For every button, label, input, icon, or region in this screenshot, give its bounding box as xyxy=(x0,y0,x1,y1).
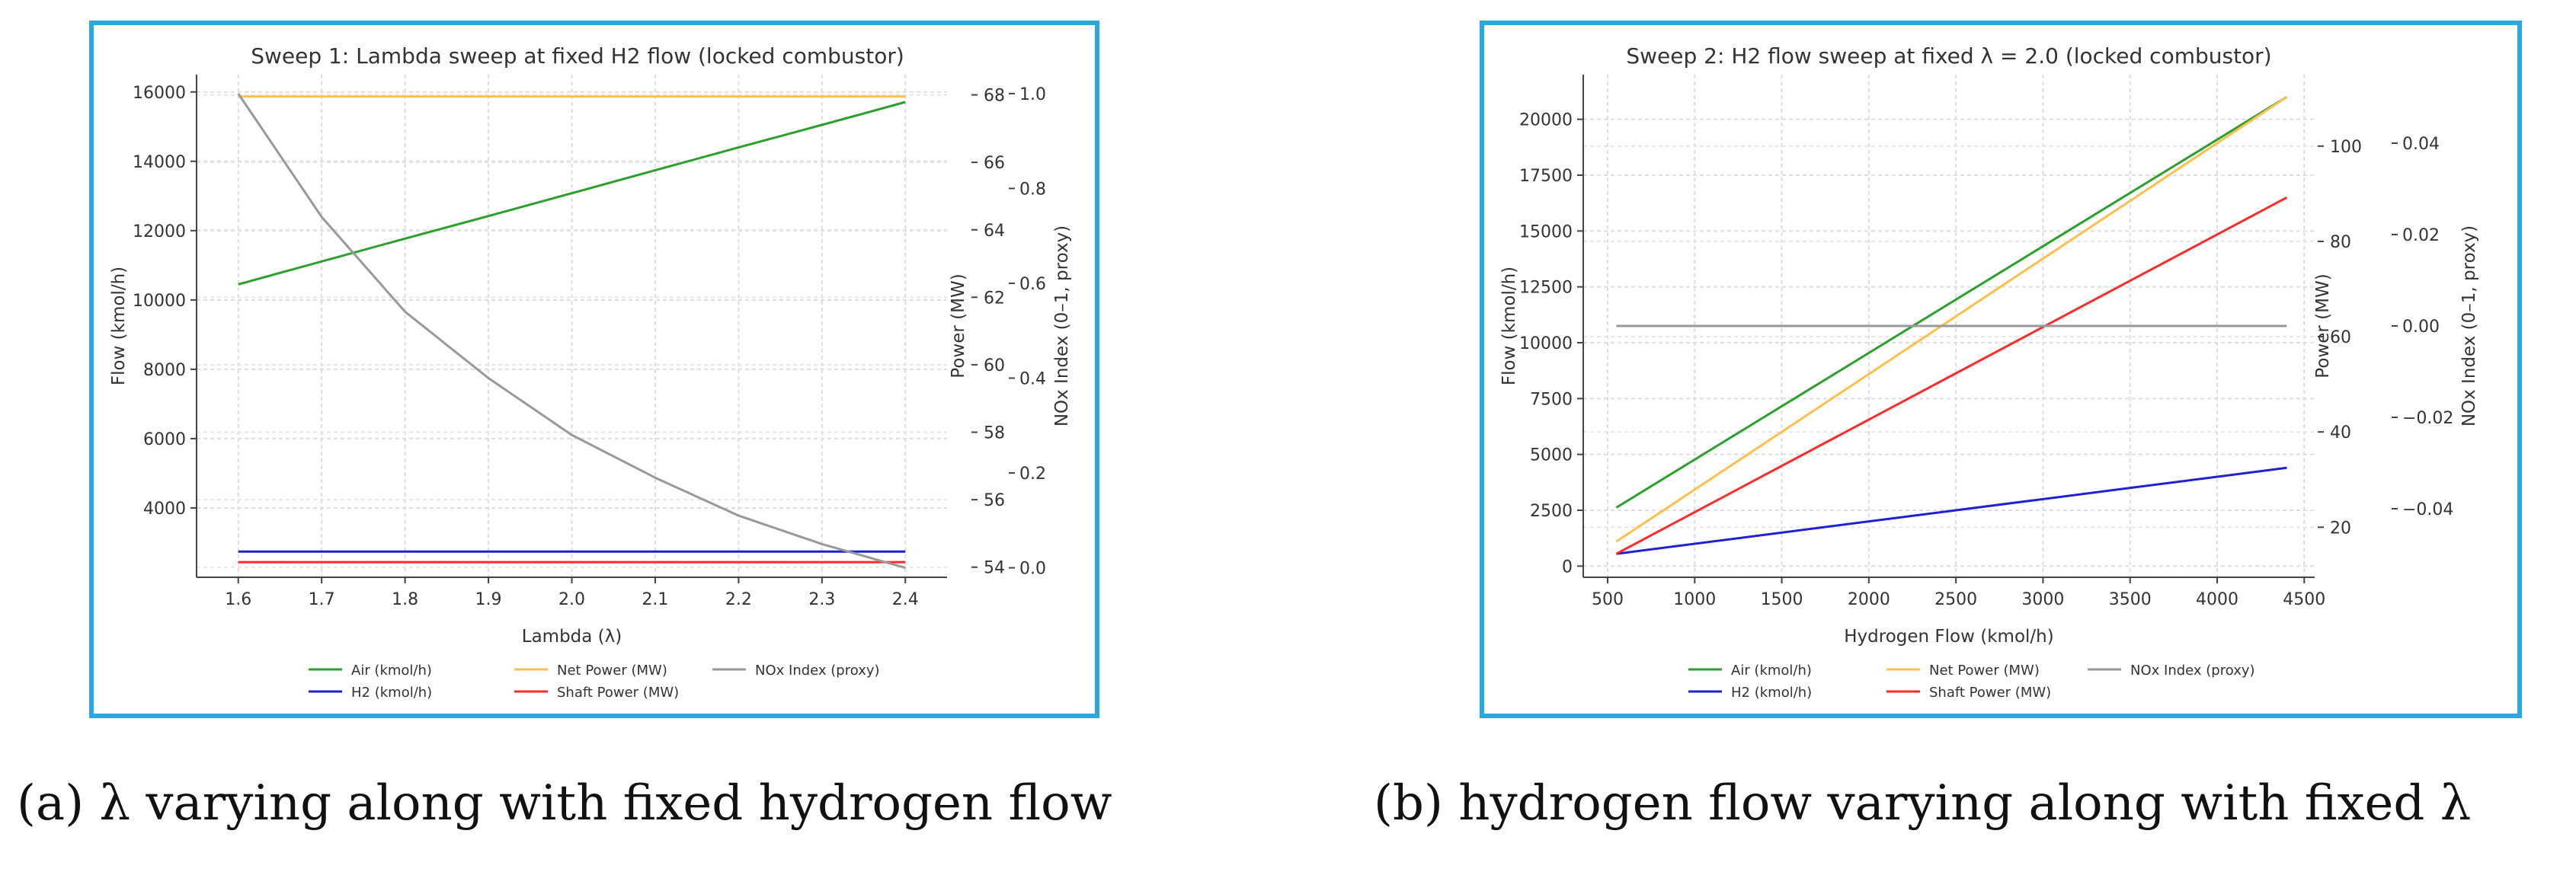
y2-tick-label: 64 xyxy=(984,222,1005,241)
y2-tick-label: 56 xyxy=(984,491,1005,510)
chart-b: 500 1000 1500 2000 2500 3000 3500 4000 4500 0 2500… xyxy=(1499,43,2479,701)
y-axis-label: Flow (kmol/h) xyxy=(109,267,129,385)
y3-tick-label: 0.6 xyxy=(1019,275,1046,294)
y2-tick-label: 100 xyxy=(2330,138,2362,157)
y-axis-label: Flow (kmol/h) xyxy=(1499,267,1519,385)
legend-label: NOx Index (proxy) xyxy=(2130,663,2255,679)
y2-tick-label: 20 xyxy=(2330,519,2351,538)
y2-tick-label: 60 xyxy=(984,356,1005,375)
y2-tick-label: 68 xyxy=(984,87,1005,106)
x-tick-label: 2500 xyxy=(1934,590,1977,609)
chart-panel-a: 1.6 1.7 1.8 1.9 2.0 2.1 2.2 2.3 2.4 4000 6000 8000 1… xyxy=(89,21,1099,718)
x-tick-label: 500 xyxy=(1592,590,1624,609)
caption-a: (a) λ varying along with fixed hydrogen … xyxy=(17,775,1112,832)
y3-tick-label: 0.04 xyxy=(2402,135,2440,154)
x-tick-label: 4500 xyxy=(2283,590,2325,609)
legend-label: Net Power (MW) xyxy=(1929,663,2040,679)
legend-label: Net Power (MW) xyxy=(557,663,667,679)
y-tick-label: 6000 xyxy=(143,430,186,449)
y2-tick-label: 66 xyxy=(984,154,1005,173)
y2-tick-label: 80 xyxy=(2330,233,2351,252)
x-tick-label: 3500 xyxy=(2109,590,2152,609)
x-tick-label: 2000 xyxy=(1848,590,1890,609)
legend-label: H2 (kmol/h) xyxy=(351,685,432,701)
legend-label: Air (kmol/h) xyxy=(351,663,432,679)
y-tick-label: 4000 xyxy=(143,500,186,519)
legend-label: Air (kmol/h) xyxy=(1731,663,1812,679)
x-tick-label: 2.3 xyxy=(808,590,835,609)
x-tick-label: 2.0 xyxy=(558,590,585,609)
y-tick-label: 16000 xyxy=(133,84,186,103)
series-line-shaft-power-mw xyxy=(1615,196,2288,555)
legend-label: NOx Index (proxy) xyxy=(755,663,880,679)
y3-tick-label: −0.04 xyxy=(2402,500,2453,519)
y3-tick-label: 0.0 xyxy=(1019,560,1046,579)
series-line-air-kmol-h xyxy=(1615,96,2288,509)
x-tick-label: 2.4 xyxy=(892,590,919,609)
y2-tick-label: 58 xyxy=(984,424,1005,443)
legend-label: H2 (kmol/h) xyxy=(1731,685,1812,701)
y-tick-label: 10000 xyxy=(1519,334,1573,353)
y-tick-label: 14000 xyxy=(133,153,186,172)
y3-tick-label: 0.2 xyxy=(1019,465,1046,484)
chart-title: Sweep 2: H2 flow sweep at fixed λ = 2.0 … xyxy=(1626,43,2271,69)
y2-tick-label: 40 xyxy=(2330,423,2351,442)
x-axis-label: Lambda (λ) xyxy=(522,627,622,647)
y-tick-label: 5000 xyxy=(1530,446,1573,465)
legend-label: Shaft Power (MW) xyxy=(1929,685,2051,701)
x-tick-label: 3000 xyxy=(2021,590,2064,609)
y2-tick-label: 62 xyxy=(984,289,1005,308)
legend-label: Shaft Power (MW) xyxy=(557,685,679,701)
x-tick-label: 2.2 xyxy=(725,590,752,609)
caption-b: (b) hydrogen flow varying along with fix… xyxy=(1374,775,2472,832)
x-tick-label: 4000 xyxy=(2196,590,2238,609)
y3-axis-label: NOx Index (0–1, proxy) xyxy=(1052,225,1072,426)
x-tick-label: 1500 xyxy=(1761,590,1803,609)
y-tick-label: 12500 xyxy=(1519,279,1573,298)
x-tick-label: 1.6 xyxy=(225,590,251,609)
x-tick-label: 2.1 xyxy=(642,590,668,609)
y2-tick-label: 54 xyxy=(984,559,1005,578)
y2-tick-label: 60 xyxy=(2330,328,2351,347)
y-tick-label: 0 xyxy=(1562,557,1573,577)
x-tick-label: 1.7 xyxy=(309,590,335,609)
y-tick-label: 7500 xyxy=(1530,390,1573,409)
x-tick-label: 1.8 xyxy=(392,590,418,609)
series-line-nox-index-proxy xyxy=(237,93,906,569)
y3-tick-label: 0.02 xyxy=(2402,226,2440,245)
y3-axis-label: NOx Index (0–1, proxy) xyxy=(2459,225,2479,426)
y-tick-label: 15000 xyxy=(1519,222,1573,241)
chart-title: Sweep 1: Lambda sweep at fixed H2 flow (… xyxy=(251,43,904,69)
y3-tick-label: 1.0 xyxy=(1019,85,1046,104)
y2-axis-label: Power (MW) xyxy=(2313,273,2333,378)
y3-tick-label: 0.4 xyxy=(1019,369,1046,388)
series-line-h2-kmol-h xyxy=(1616,466,2287,555)
y-tick-label: 17500 xyxy=(1519,167,1573,186)
chart-a: 1.6 1.7 1.8 1.9 2.0 2.1 2.2 2.3 2.4 4000 6000 8000 1… xyxy=(109,43,1072,701)
y3-tick-label: 0.8 xyxy=(1019,180,1046,199)
y-tick-label: 10000 xyxy=(133,292,186,311)
y-tick-label: 12000 xyxy=(133,222,186,241)
chart-panel-b: 500 1000 1500 2000 2500 3000 3500 4000 4500 0 2500… xyxy=(1480,21,2522,718)
x-tick-label: 1000 xyxy=(1673,590,1716,609)
y-tick-label: 2500 xyxy=(1530,502,1573,521)
y3-tick-label: 0.00 xyxy=(2402,318,2440,337)
x-axis-label: Hydrogen Flow (kmol/h) xyxy=(1844,627,2053,647)
y-tick-label: 8000 xyxy=(143,361,186,380)
series-line-air-kmol-h xyxy=(238,101,906,286)
y-tick-label: 20000 xyxy=(1519,111,1573,130)
x-tick-label: 1.9 xyxy=(475,590,502,609)
y2-axis-label: Power (MW) xyxy=(949,273,968,378)
series-line-net-power-mw xyxy=(1615,96,2288,543)
y3-tick-label: −0.02 xyxy=(2402,409,2453,428)
